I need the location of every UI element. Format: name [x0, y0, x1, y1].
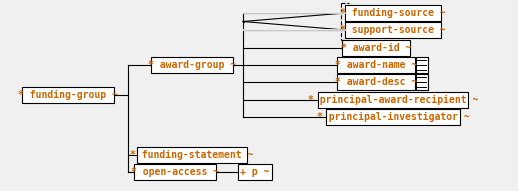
FancyBboxPatch shape: [22, 87, 114, 103]
Text: * funding-source ~: * funding-source ~: [340, 8, 446, 18]
Text: * award-desc ~: * award-desc ~: [335, 77, 417, 87]
Text: * funding-group ~: * funding-group ~: [18, 90, 118, 100]
FancyBboxPatch shape: [337, 74, 414, 90]
Text: * award-group ~: * award-group ~: [148, 60, 236, 70]
Text: * award-id ~: * award-id ~: [341, 43, 411, 53]
Text: * open-access ~: * open-access ~: [131, 167, 219, 177]
FancyBboxPatch shape: [134, 164, 216, 180]
Text: * principal-award-recipient ~: * principal-award-recipient ~: [308, 95, 478, 105]
FancyBboxPatch shape: [326, 109, 461, 125]
Text: * support-source ~: * support-source ~: [340, 25, 446, 35]
FancyBboxPatch shape: [151, 57, 233, 73]
Text: * funding-statement ~: * funding-statement ~: [131, 150, 254, 160]
FancyBboxPatch shape: [238, 164, 272, 180]
Text: + p ~: + p ~: [240, 167, 270, 177]
Text: * principal-investigator ~: * principal-investigator ~: [316, 112, 469, 122]
FancyBboxPatch shape: [137, 147, 248, 163]
FancyBboxPatch shape: [345, 5, 441, 21]
FancyBboxPatch shape: [342, 40, 410, 56]
FancyBboxPatch shape: [319, 92, 468, 108]
FancyBboxPatch shape: [337, 57, 414, 73]
FancyBboxPatch shape: [345, 22, 441, 38]
Text: * award-name ~: * award-name ~: [335, 60, 417, 70]
FancyBboxPatch shape: [415, 57, 427, 73]
FancyBboxPatch shape: [415, 74, 427, 90]
